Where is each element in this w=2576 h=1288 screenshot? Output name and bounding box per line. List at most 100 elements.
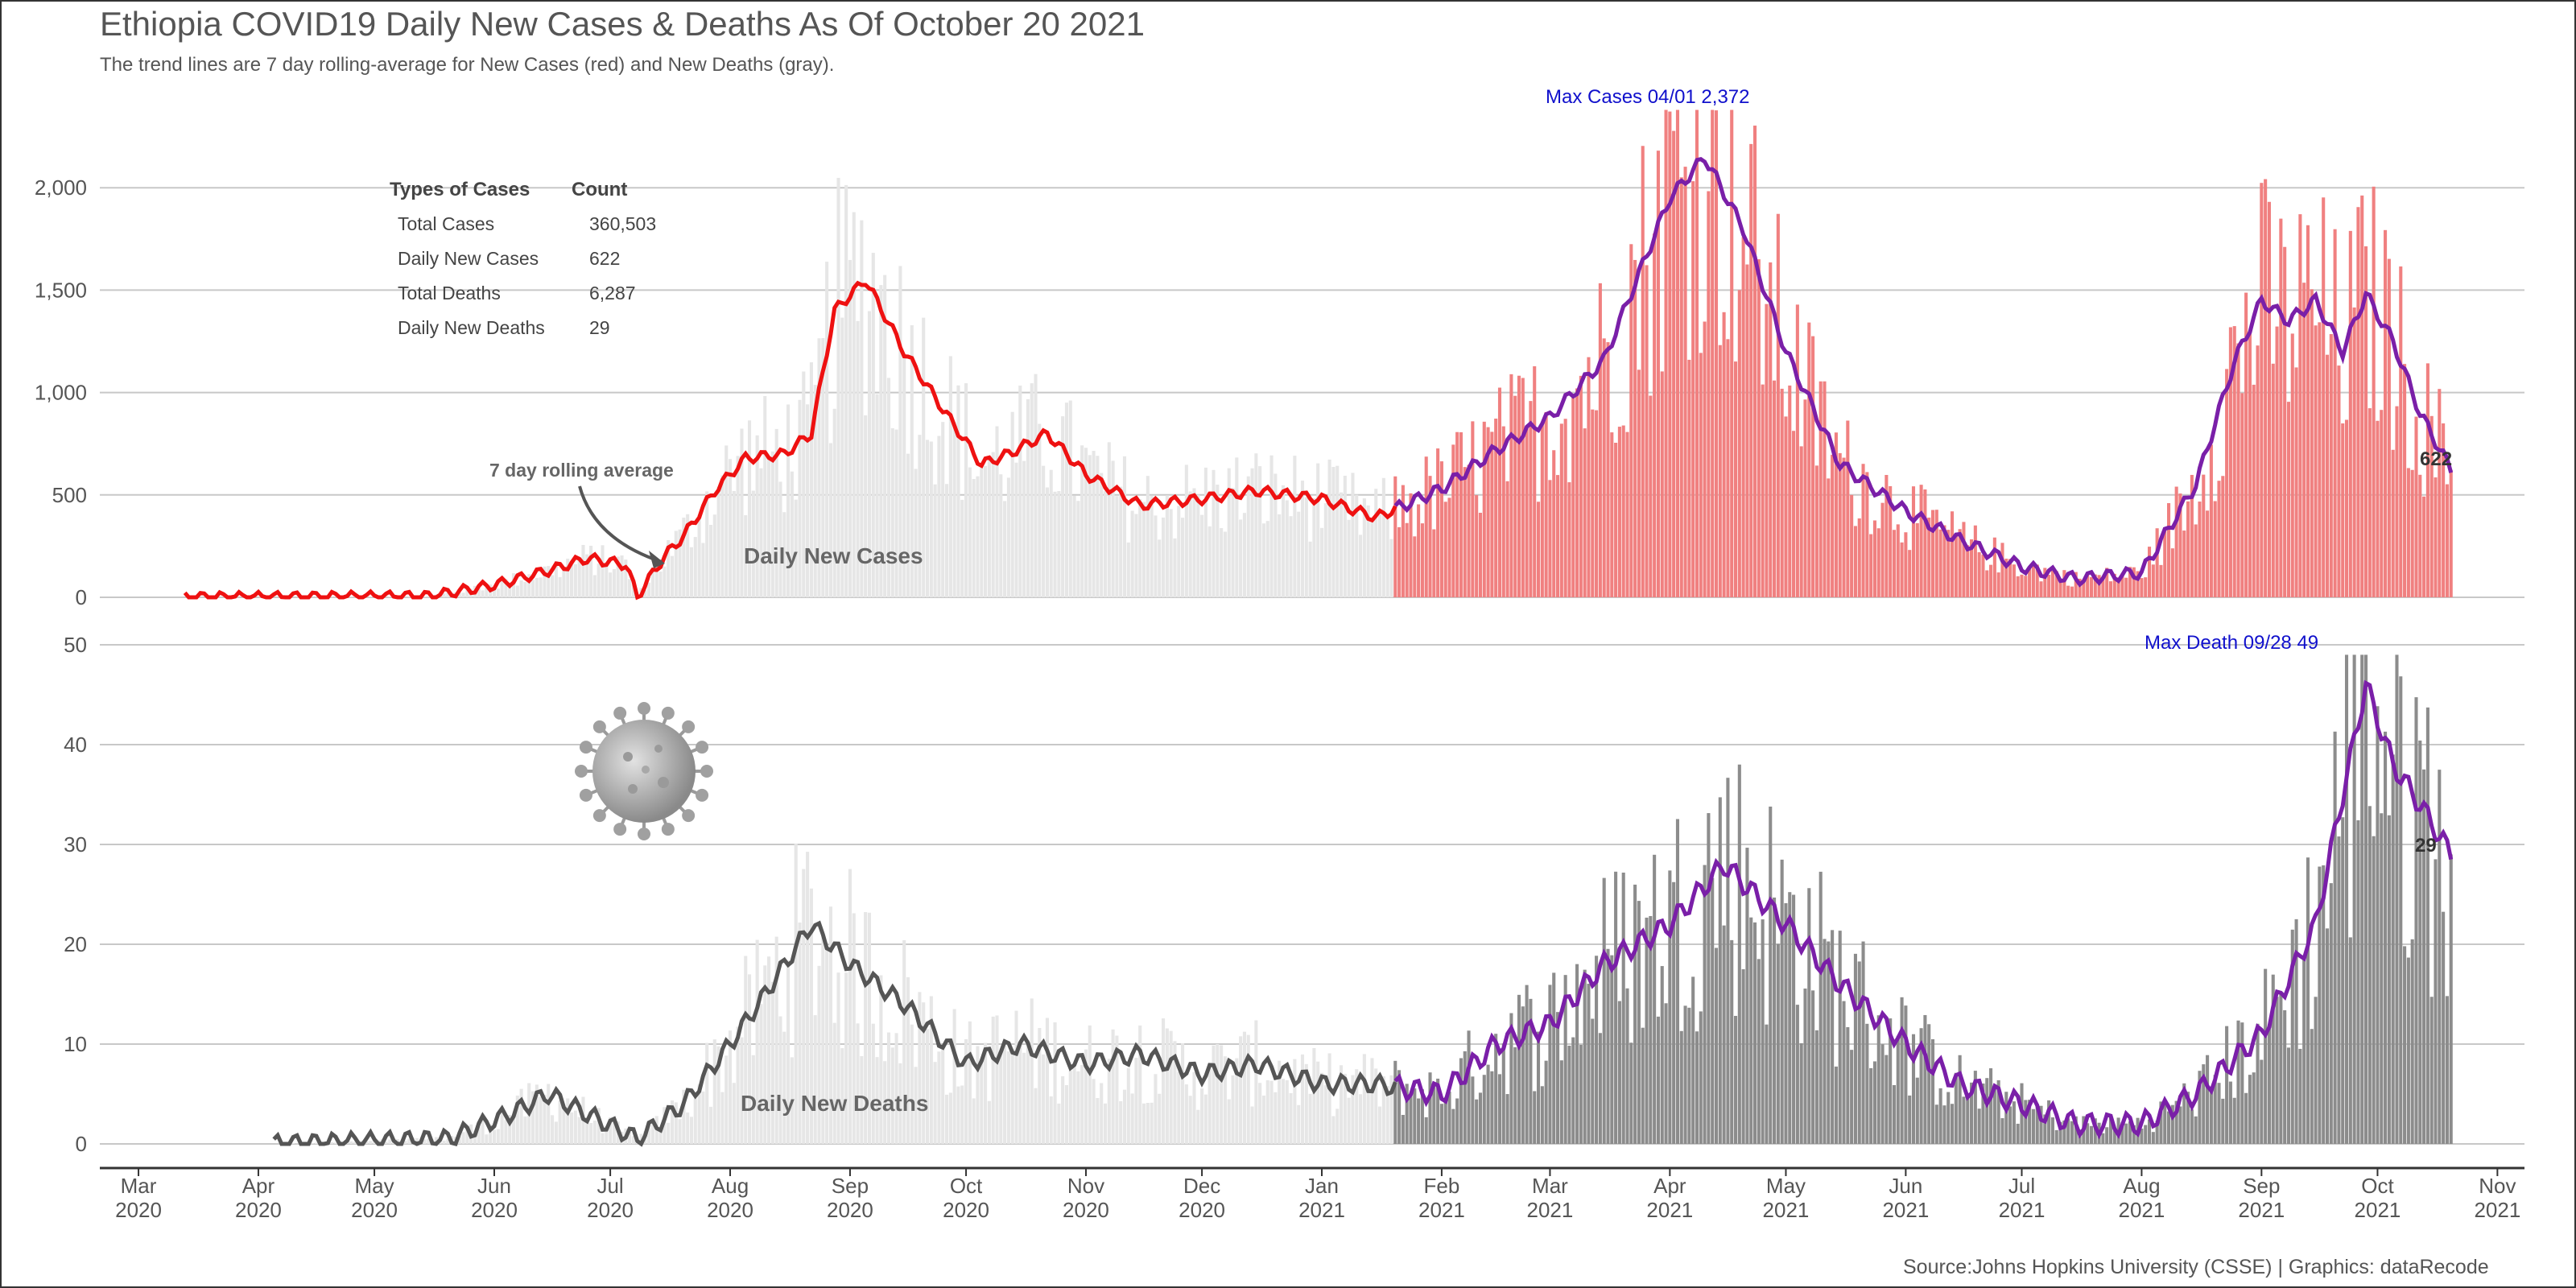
death-bar — [1509, 1013, 1513, 1144]
death-bar — [1675, 819, 1680, 1144]
x-tick-year: 2020 — [827, 1198, 873, 1222]
death-bar — [1645, 917, 1649, 1144]
death-bar — [933, 1062, 937, 1144]
case-bar — [1045, 487, 1049, 597]
death-bar — [1138, 1025, 1142, 1144]
death-bar — [407, 1138, 411, 1144]
case-bar — [2217, 481, 2221, 597]
death-bar — [1003, 1045, 1007, 1144]
case-bar — [2178, 493, 2182, 597]
death-bar — [894, 1033, 898, 1144]
death-bar — [2283, 1009, 2287, 1144]
death-bar — [1196, 1109, 1200, 1144]
case-bar — [1788, 385, 1792, 597]
case-bar — [2414, 416, 2418, 597]
case-bar — [570, 560, 574, 597]
death-bar — [1668, 870, 1672, 1144]
death-bar — [2403, 946, 2407, 1144]
death-bar — [1885, 1055, 1889, 1144]
case-bar — [2028, 568, 2032, 597]
death-bar — [728, 1030, 733, 1144]
case-bar — [592, 575, 597, 597]
death-bar — [1869, 1067, 1873, 1144]
death-bar — [1451, 1108, 1455, 1144]
case-bar — [1018, 385, 1022, 597]
death-bar — [311, 1143, 315, 1144]
death-bar — [2240, 1022, 2244, 1144]
case-bar — [1989, 564, 1993, 597]
death-bar — [1617, 1001, 1621, 1144]
case-bar — [980, 465, 984, 597]
death-bar — [1505, 1094, 1509, 1144]
case-bar — [1355, 494, 1359, 597]
case-bar — [2082, 581, 2086, 597]
case-bar — [2105, 568, 2109, 597]
x-tick-year: 2020 — [587, 1198, 634, 1222]
case-bar — [2325, 354, 2330, 597]
case-bar — [1111, 460, 1115, 597]
case-bar — [1992, 537, 1996, 597]
case-bar — [1930, 510, 1935, 597]
case-bar — [2256, 345, 2260, 597]
case-bar — [976, 476, 980, 597]
case-bar — [2163, 526, 2167, 597]
death-bar — [1374, 1068, 1378, 1144]
death-bar — [562, 1108, 566, 1144]
case-bar — [732, 490, 736, 597]
death-bar — [1904, 1005, 1908, 1144]
x-tick-year: 2021 — [2355, 1198, 2401, 1222]
death-bar — [802, 869, 806, 1144]
death-bar — [1096, 1098, 1100, 1144]
death-bar — [1544, 1060, 1548, 1144]
case-bar — [1745, 264, 1749, 597]
death-bar — [922, 1002, 926, 1144]
case-bar — [1641, 146, 1645, 597]
case-bar — [2228, 327, 2232, 597]
death-bar — [403, 1141, 407, 1144]
case-bar — [2271, 363, 2275, 597]
death-bar — [1938, 1088, 1942, 1144]
case-bar — [481, 590, 485, 597]
death-bar — [2086, 1123, 2090, 1144]
case-bar — [1950, 511, 1955, 597]
case-bar — [960, 499, 964, 597]
case-bar — [2008, 559, 2013, 597]
death-bar — [1818, 871, 1823, 1144]
case-bar — [1208, 526, 1212, 597]
death-bar — [1773, 897, 1777, 1144]
x-tick-month: Aug — [2123, 1174, 2160, 1198]
death-bar — [1115, 1035, 1119, 1144]
death-bar — [446, 1139, 450, 1144]
case-bar — [720, 475, 724, 597]
death-bar — [2348, 937, 2352, 1144]
death-bar — [980, 1063, 984, 1144]
death-bar — [1486, 1064, 1490, 1144]
death-bar — [2395, 654, 2399, 1144]
case-bar — [1544, 411, 1548, 597]
death-bar — [609, 1117, 613, 1144]
case-bar — [1339, 492, 1344, 597]
case-bar — [2279, 218, 2283, 597]
x-tick-month: Jan — [1305, 1174, 1339, 1198]
death-bar — [573, 1110, 577, 1144]
death-bar — [1057, 1103, 1061, 1144]
x-tick-year: 2021 — [1882, 1198, 1929, 1222]
case-bar — [2248, 332, 2252, 597]
case-bar — [844, 184, 848, 597]
death-bar — [2155, 1121, 2159, 1144]
x-tick-month: Sep — [2243, 1174, 2280, 1198]
case-bar — [906, 453, 910, 597]
case-bar — [774, 428, 778, 597]
case-bar — [1985, 570, 1989, 597]
case-bar — [1385, 515, 1389, 597]
case-bar — [2232, 326, 2236, 597]
case-bar — [1424, 456, 1428, 597]
death-bar — [1030, 998, 1034, 1144]
case-bar — [1752, 126, 1757, 597]
death-bar — [1737, 764, 1741, 1144]
case-bar — [682, 518, 686, 597]
death-bar — [828, 906, 832, 1144]
last-cases-label: 622 — [2420, 448, 2452, 470]
case-bar — [628, 579, 632, 597]
death-bar — [1154, 1074, 1158, 1144]
